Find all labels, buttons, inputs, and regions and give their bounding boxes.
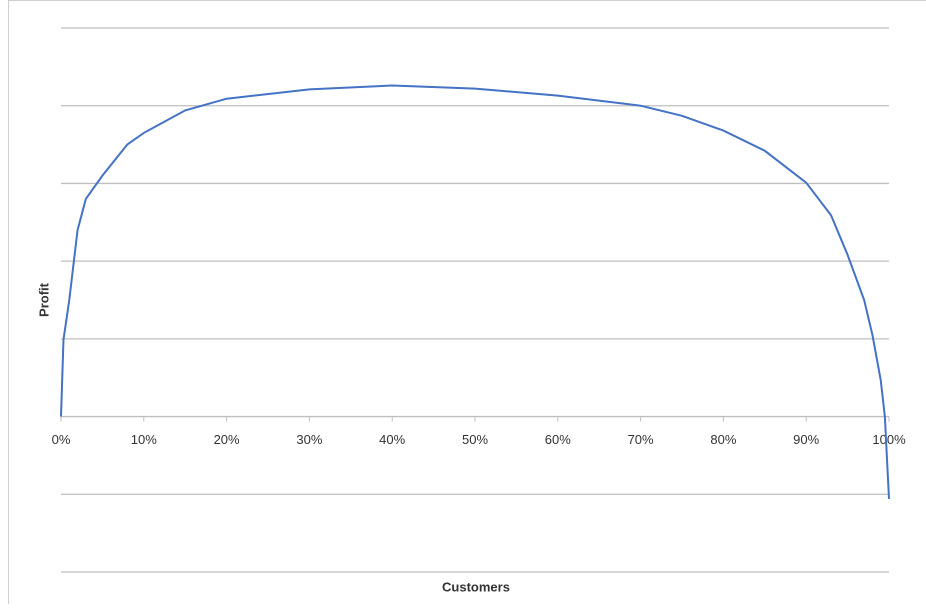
x-tick-label: 80% [710,432,736,447]
x-tick-label: 40% [379,432,405,447]
chart-frame [9,1,926,605]
x-tick-label: 50% [462,432,488,447]
x-tick-label: 30% [296,432,322,447]
x-tick-label: 60% [545,432,571,447]
x-tick-label: 20% [214,432,240,447]
x-tick-label: 70% [628,432,654,447]
x-tick-label: 90% [793,432,819,447]
x-tick-label: 100% [872,432,906,447]
y-axis-label: Profit [36,282,51,317]
x-tick-label: 10% [131,432,157,447]
x-tick-label: 0% [52,432,71,447]
x-axis-label: Customers [442,579,510,594]
